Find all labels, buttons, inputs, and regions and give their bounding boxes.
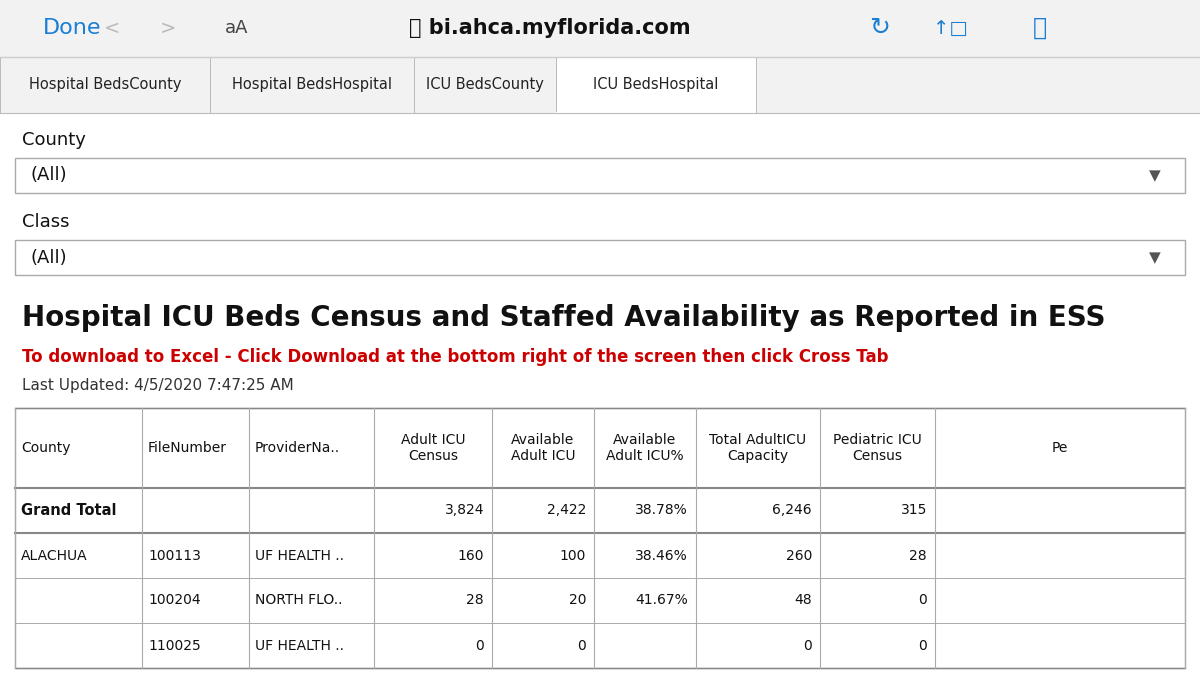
Bar: [14, 408, 1186, 668]
Text: ▼: ▼: [1150, 168, 1160, 183]
Text: Hospital BedsCounty: Hospital BedsCounty: [29, 78, 181, 92]
Text: 38.78%: 38.78%: [635, 504, 688, 518]
Text: 28: 28: [910, 549, 928, 562]
Text: 0: 0: [475, 639, 484, 653]
Bar: [556, 57, 756, 113]
Bar: [414, 57, 556, 113]
Text: Pediatric ICU
Census: Pediatric ICU Census: [833, 433, 922, 463]
Text: (All): (All): [30, 248, 67, 267]
Text: ↑□: ↑□: [932, 18, 967, 38]
Text: ICU BedsHospital: ICU BedsHospital: [593, 78, 719, 92]
Text: Total AdultICU
Capacity: Total AdultICU Capacity: [709, 433, 806, 463]
Text: 0: 0: [918, 593, 928, 608]
Text: 0: 0: [918, 639, 928, 653]
Text: Grand Total: Grand Total: [22, 503, 116, 518]
Text: UF HEALTH ..: UF HEALTH ..: [256, 549, 344, 562]
Text: 3,824: 3,824: [444, 504, 484, 518]
Text: ProviderNa..: ProviderNa..: [256, 441, 340, 455]
Bar: [14, 408, 1186, 488]
Text: 0: 0: [577, 639, 586, 653]
Bar: [14, 623, 1186, 668]
Text: 38.46%: 38.46%: [635, 549, 688, 562]
Text: 0: 0: [803, 639, 812, 653]
Text: 2,422: 2,422: [547, 504, 586, 518]
Text: NORTH FLO..: NORTH FLO..: [256, 593, 342, 608]
Bar: [0, 0, 1200, 57]
Bar: [0, 57, 1200, 113]
Text: 100113: 100113: [148, 549, 200, 562]
Bar: [14, 578, 1186, 623]
Bar: [14, 158, 1186, 193]
Text: County: County: [22, 131, 86, 149]
Text: 41.67%: 41.67%: [635, 593, 688, 608]
Text: Hospital BedsHospital: Hospital BedsHospital: [232, 78, 392, 92]
Text: 110025: 110025: [148, 639, 200, 653]
Text: ALACHUA: ALACHUA: [22, 549, 88, 562]
Text: Adult ICU
Census: Adult ICU Census: [401, 433, 466, 463]
Text: Pe: Pe: [1052, 441, 1068, 455]
Bar: [14, 533, 1186, 578]
Text: ↻: ↻: [870, 16, 890, 40]
Bar: [0, 57, 210, 113]
Text: UF HEALTH ..: UF HEALTH ..: [256, 639, 344, 653]
Text: 6,246: 6,246: [773, 504, 812, 518]
Text: Hospital ICU Beds Census and Staffed Availability as Reported in ESS: Hospital ICU Beds Census and Staffed Ava…: [22, 304, 1105, 332]
Bar: [14, 488, 1186, 533]
Bar: [0, 113, 1200, 675]
Text: County: County: [22, 441, 71, 455]
Text: 315: 315: [901, 504, 928, 518]
Text: Class: Class: [22, 213, 70, 231]
Text: 100: 100: [559, 549, 586, 562]
Text: ICU BedsCounty: ICU BedsCounty: [426, 78, 544, 92]
Text: 20: 20: [569, 593, 586, 608]
Text: ⦿: ⦿: [1033, 16, 1048, 40]
Text: Available
Adult ICU: Available Adult ICU: [511, 433, 575, 463]
Text: <: <: [104, 18, 120, 38]
Text: Done: Done: [43, 18, 102, 38]
Text: 48: 48: [794, 593, 812, 608]
Text: 🔒 bi.ahca.myflorida.com: 🔒 bi.ahca.myflorida.com: [409, 18, 691, 38]
Text: 260: 260: [786, 549, 812, 562]
Text: (All): (All): [30, 167, 67, 184]
Text: 160: 160: [457, 549, 484, 562]
Text: To download to Excel - Click Download at the bottom right of the screen then cli: To download to Excel - Click Download at…: [22, 348, 888, 366]
Bar: [14, 240, 1186, 275]
Text: >: >: [160, 18, 176, 38]
Text: 28: 28: [467, 593, 484, 608]
Bar: [210, 57, 414, 113]
Text: ▼: ▼: [1150, 250, 1160, 265]
Text: aA: aA: [226, 19, 248, 37]
Text: 100204: 100204: [148, 593, 200, 608]
Text: FileNumber: FileNumber: [148, 441, 227, 455]
Text: Available
Adult ICU%: Available Adult ICU%: [606, 433, 684, 463]
Text: Last Updated: 4/5/2020 7:47:25 AM: Last Updated: 4/5/2020 7:47:25 AM: [22, 377, 294, 392]
